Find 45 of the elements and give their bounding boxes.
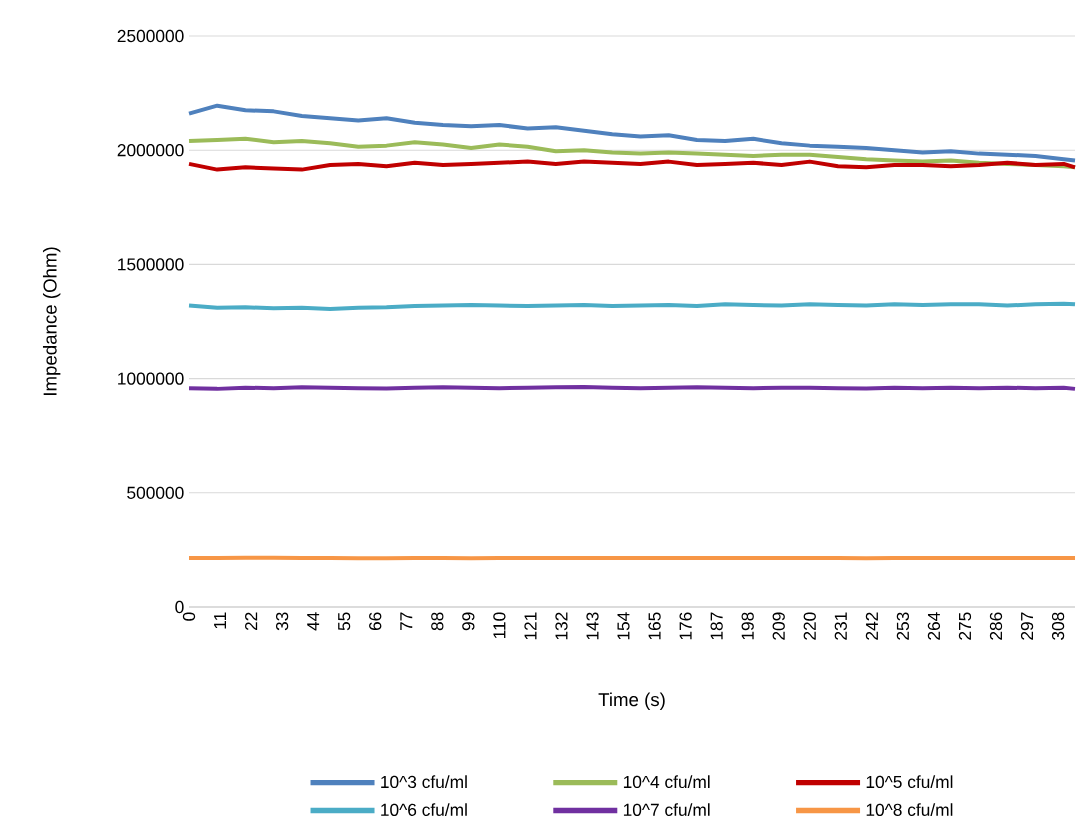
x-axis-title: Time (s) [598,692,665,710]
x-tick-label: 66 [369,612,382,631]
x-tick-label: 11 [214,612,226,629]
legend-label: 10^4 cfu/ml [623,775,710,789]
x-tick-label: 110 [493,612,506,639]
line-series [187,103,1078,163]
x-tick-label: 22 [245,612,258,631]
y-tick-label: 2500000 [117,29,184,43]
y-tick-label: 1000000 [118,372,184,385]
x-tick-label: 33 [275,612,289,631]
x-tick-label: 209 [772,612,785,640]
y-tick-label: 0 [175,600,184,614]
x-tick-label: 176 [679,612,692,640]
legend-label: 10^6 cfu/ml [381,803,467,816]
x-tick-label: 121 [524,612,537,640]
x-tick-label: 286 [989,612,1003,640]
x-tick-label: 165 [648,612,661,640]
legend-label: 10^7 cfu/ml [623,803,710,816]
x-tick-label: 55 [338,612,351,631]
legend-label: 10^5 cfu/ml [866,775,953,789]
x-tick-label: 275 [958,612,972,640]
legend-label: 10^3 cfu/ml [381,775,467,789]
x-tick-label: 88 [431,612,444,631]
x-tick-label: 253 [896,612,910,640]
x-tick-label: 154 [617,612,630,640]
x-tick-label: 44 [307,612,320,631]
x-tick-label: 187 [710,612,723,640]
x-tick-label: 0 [182,612,196,621]
x-tick-label: 220 [803,612,816,640]
x-tick-label: 297 [1020,612,1034,640]
y-tick-label: 1500000 [118,258,184,271]
x-tick-label: 143 [586,612,599,640]
y-axis-title: Impedance (Ohm) [42,247,61,395]
y-tick-label: 2000000 [117,144,184,157]
x-tick-label: 99 [462,612,475,631]
x-tick-label: 198 [741,612,754,640]
x-tick-label: 132 [555,612,568,640]
x-tick-label: 308 [1051,612,1065,640]
x-tick-label: 77 [400,612,413,631]
line-series [187,159,1078,172]
y-tick-label: 500000 [127,486,184,499]
x-tick-label: 264 [927,612,941,640]
x-tick-label: 231 [834,612,847,640]
legend-label: 10^8 cfu/ml [866,803,953,816]
x-tick-label: 242 [865,612,878,640]
